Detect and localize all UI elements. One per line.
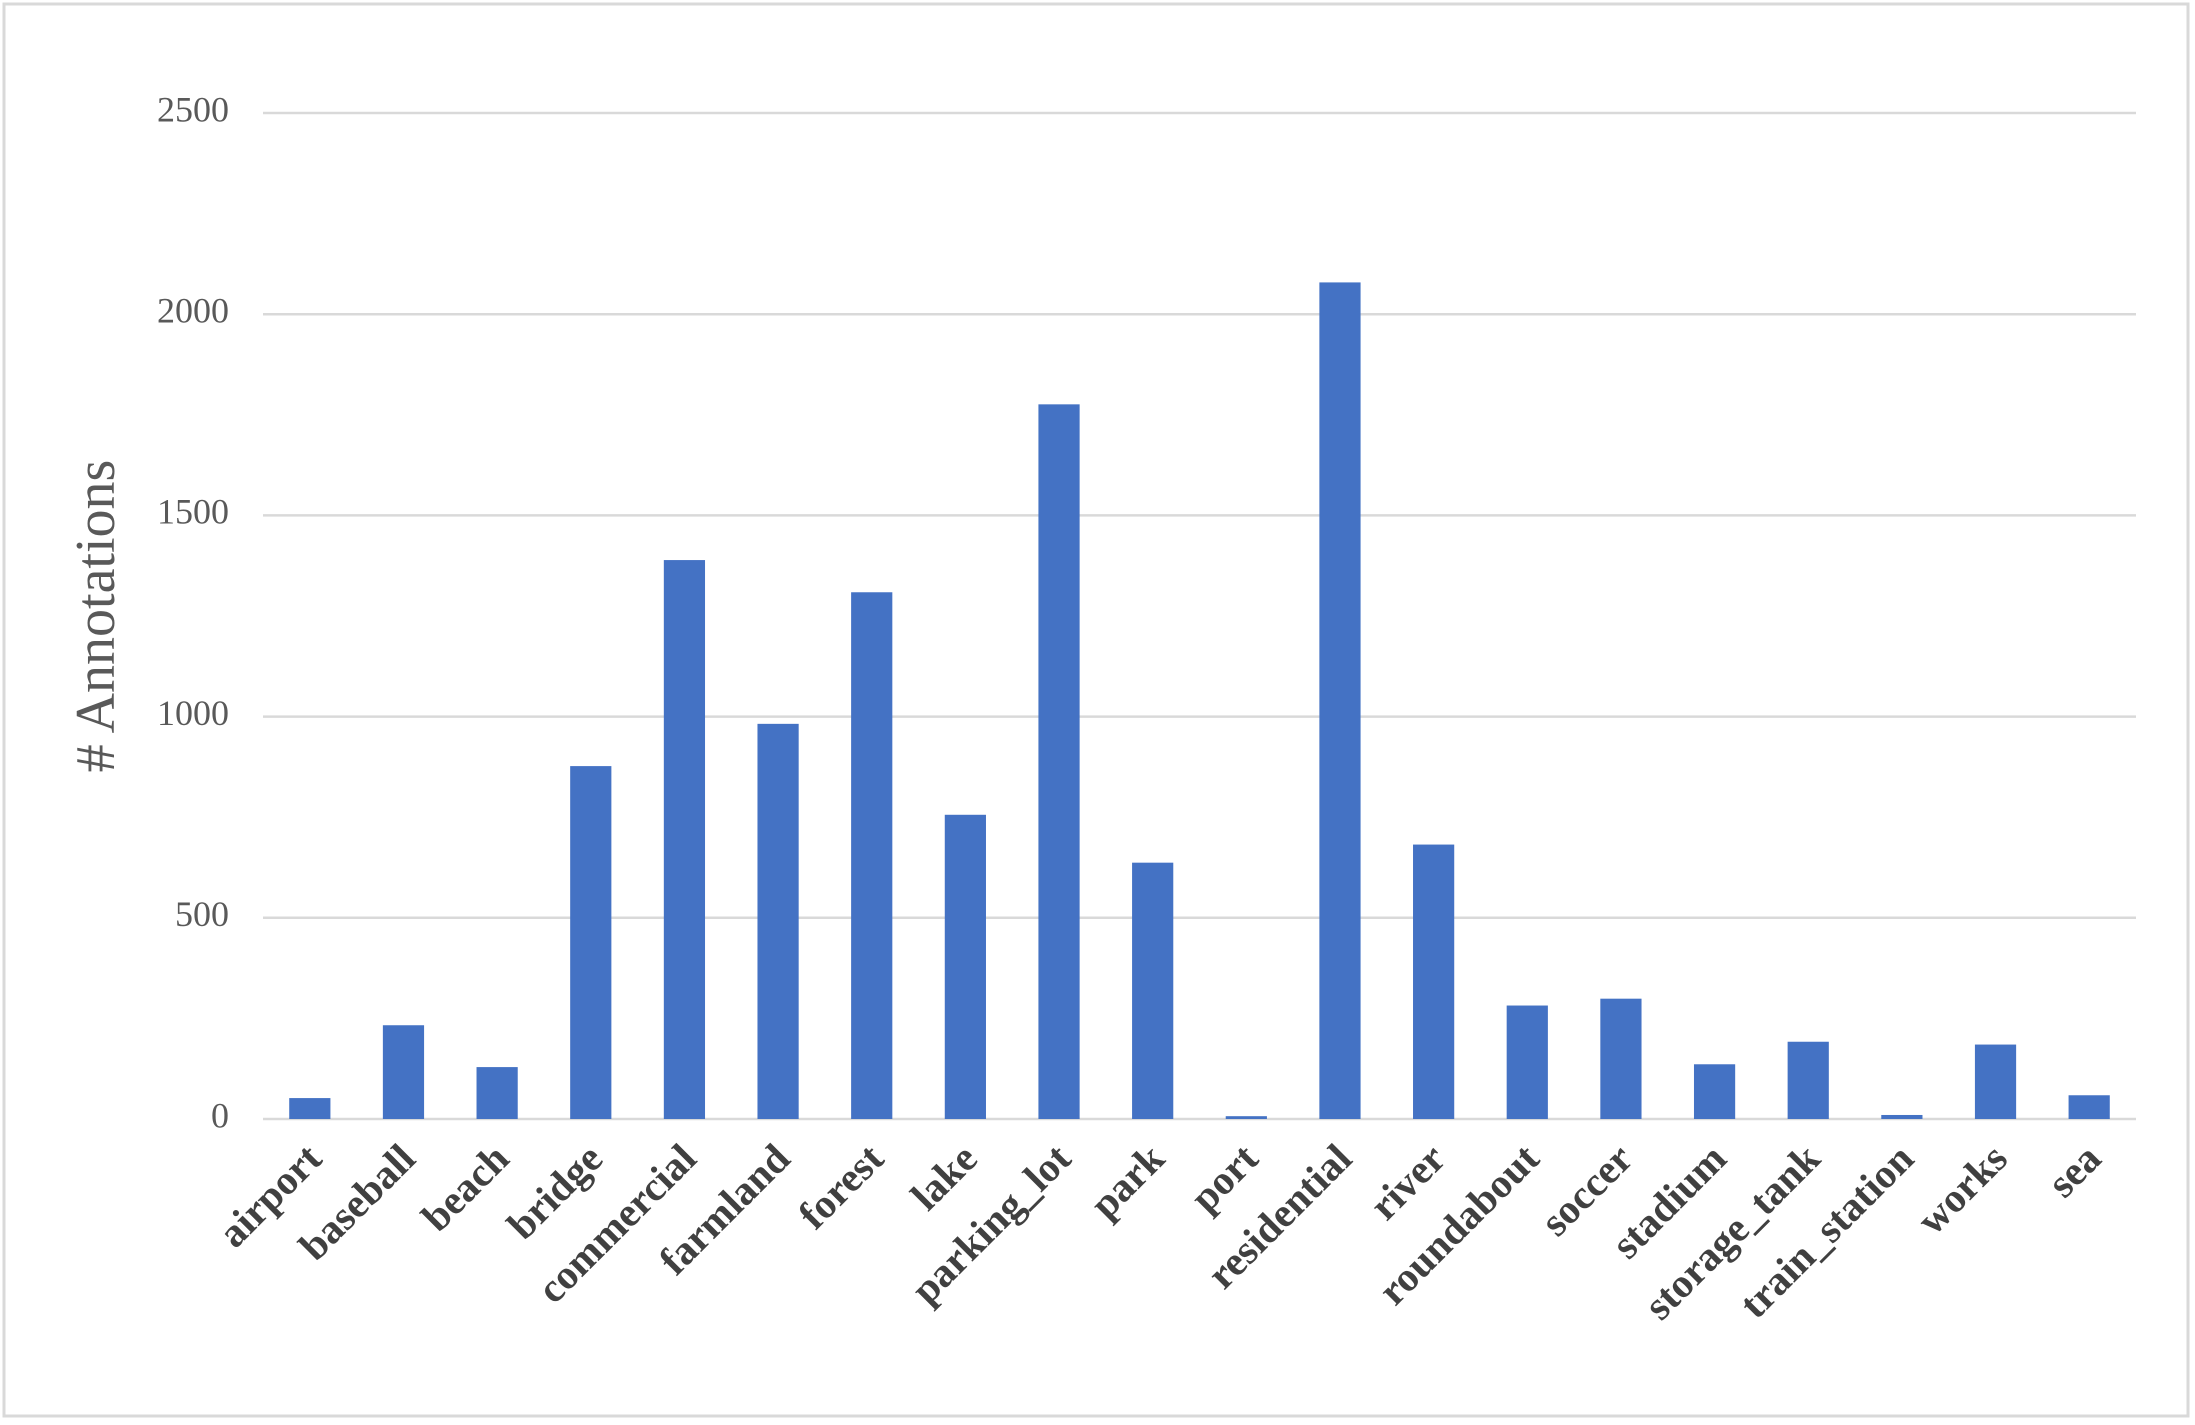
bar (1693, 1064, 1736, 1119)
bar (289, 1098, 331, 1119)
y-tick-label: 1000 (157, 693, 229, 733)
bar (382, 1025, 425, 1119)
bar (1506, 1005, 1548, 1119)
bar (2068, 1095, 2110, 1119)
bar (476, 1067, 518, 1119)
bar (1132, 862, 1174, 1119)
bar (1225, 1116, 1267, 1119)
y-tick-label: 1500 (157, 492, 229, 532)
bar (1600, 998, 1642, 1119)
bar (1787, 1041, 1829, 1119)
bar (1974, 1044, 2017, 1119)
y-tick-label: 500 (175, 894, 229, 934)
bar (757, 723, 799, 1119)
y-axis-title: # Annotations (65, 460, 127, 773)
bar (944, 814, 986, 1119)
bar (663, 560, 706, 1119)
bar (851, 592, 893, 1119)
y-tick-label: 0 (211, 1095, 229, 1135)
bar (570, 766, 612, 1119)
y-tick-label: 2500 (157, 89, 229, 129)
bar (1413, 844, 1455, 1119)
y-tick-label: 2000 (157, 290, 229, 330)
bar (1038, 404, 1080, 1119)
bar (1319, 282, 1361, 1119)
bar (1881, 1114, 1923, 1119)
